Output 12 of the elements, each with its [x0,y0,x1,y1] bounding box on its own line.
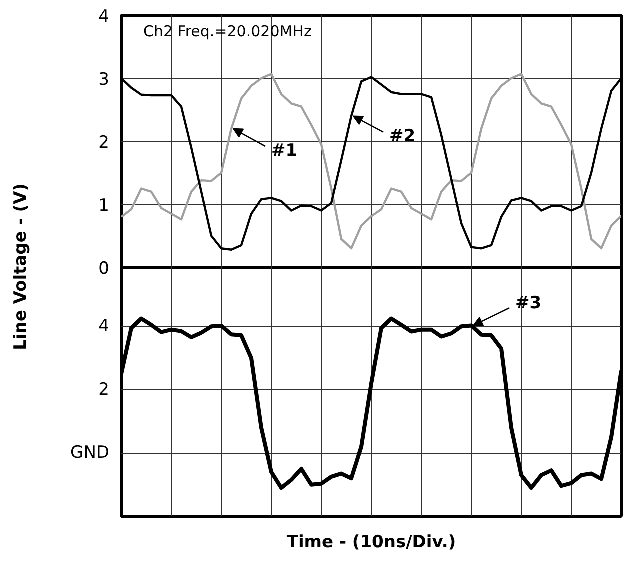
x-axis-title: Time - (10ns/Div.) [286,532,456,552]
series-label: #1 [272,140,298,161]
y-tick-label: 1 [98,196,110,216]
y-tick-label: 0 [98,259,110,279]
series-label: #2 [390,126,416,146]
y-tick-label: 2 [98,133,110,153]
y-tick-label: 4 [98,7,110,27]
y-axis-title: Line Voltage - (V) [11,184,31,350]
y-tick-label: 2 [98,380,110,400]
y-tick-label: 3 [98,70,110,90]
y-tick-label: 4 [98,316,110,337]
y-tick-label: GND [70,443,110,464]
